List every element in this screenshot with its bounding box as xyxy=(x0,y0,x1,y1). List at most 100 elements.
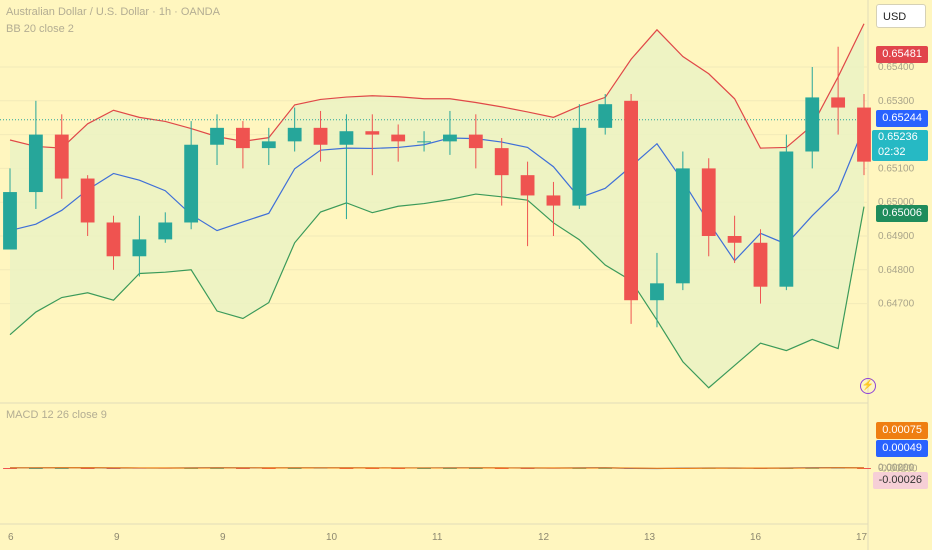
candle-body xyxy=(443,134,457,142)
macd-value-label: 0.00049 xyxy=(876,440,928,457)
lower-band-label: 0.65006 xyxy=(876,205,928,222)
candle xyxy=(701,158,716,257)
macd-histogram-bar xyxy=(80,468,95,469)
price-tick-label: 0.65000 xyxy=(878,197,915,208)
candle xyxy=(831,46,846,135)
candle xyxy=(443,110,457,155)
time-tick-label: 9 xyxy=(114,532,120,543)
macd-tick-label: 0.00200 xyxy=(878,463,915,474)
candle xyxy=(650,252,664,328)
macd-histogram-bar xyxy=(857,468,871,469)
candle-body xyxy=(520,175,535,196)
candle-body xyxy=(365,131,380,135)
candle xyxy=(520,161,535,247)
time-tick-label: 16 xyxy=(750,532,762,543)
candle xyxy=(727,215,742,264)
candle xyxy=(339,114,354,220)
candle xyxy=(857,94,871,176)
candle xyxy=(28,100,43,209)
candle xyxy=(546,181,561,236)
candle-body xyxy=(54,134,69,179)
macd-histogram-bar xyxy=(236,468,250,469)
price-tick-label: 0.65100 xyxy=(878,163,915,174)
candle-body xyxy=(184,144,199,223)
macd-tick-label: 0.00000 xyxy=(878,463,915,474)
time-tick-label: 11 xyxy=(432,532,443,543)
price-tick-label: 0.64900 xyxy=(878,231,915,242)
macd-histogram-bar xyxy=(3,468,17,469)
candle xyxy=(779,134,794,291)
candle-body xyxy=(417,141,431,143)
candle-body xyxy=(106,222,121,257)
candle-body xyxy=(391,134,406,142)
macd-histogram-bar xyxy=(313,467,328,469)
countdown-timer: 02:32 xyxy=(878,146,906,158)
price-tick-label: 0.64700 xyxy=(878,299,915,310)
candle xyxy=(417,131,431,152)
candle-body xyxy=(779,151,794,287)
candle xyxy=(468,114,483,169)
candle-body xyxy=(572,127,587,206)
macd-signal-label: 0.00075 xyxy=(876,422,928,439)
macd-histogram-label: -0.00026 xyxy=(872,472,928,489)
candle-body xyxy=(546,195,561,206)
macd-histogram-bar xyxy=(831,467,846,469)
symbol-title: Australian Dollar / U.S. Dollar · 1h · O… xyxy=(6,6,220,18)
candle-body xyxy=(857,107,871,162)
candle-body xyxy=(313,127,328,145)
candle-body xyxy=(236,127,250,149)
candle xyxy=(3,168,17,250)
lower-band-line xyxy=(9,193,865,389)
candle-body xyxy=(287,127,302,142)
bollinger-title: BB 20 close 2 xyxy=(6,23,74,35)
candle-body xyxy=(28,134,43,193)
candle-body xyxy=(132,239,147,257)
upper-band-line xyxy=(9,23,865,149)
candle xyxy=(313,110,328,162)
candle xyxy=(598,94,613,135)
macd-histogram-bar xyxy=(54,467,69,469)
candle xyxy=(365,114,380,176)
basis-line xyxy=(9,126,865,262)
macd-title: MACD 12 26 close 9 xyxy=(6,409,107,421)
candle-body xyxy=(80,178,95,223)
current-price: 0.65236 xyxy=(878,131,918,143)
time-tick-label: 13 xyxy=(644,532,656,543)
candle-body xyxy=(158,222,173,240)
lightning-icon[interactable]: ⚡ xyxy=(860,378,876,394)
macd-histogram-bar xyxy=(28,467,43,469)
candle xyxy=(624,94,638,324)
candle-body xyxy=(261,141,276,149)
candle xyxy=(132,215,147,277)
candle xyxy=(158,212,173,243)
signal-line xyxy=(9,467,865,469)
candle xyxy=(54,114,69,199)
time-tick-label: 12 xyxy=(538,532,550,543)
candle-body xyxy=(468,134,483,149)
candle xyxy=(494,137,509,206)
candle-body xyxy=(494,148,509,176)
time-tick-label: 6 xyxy=(8,532,14,543)
currency-button[interactable]: USD xyxy=(876,4,926,28)
macd-tick-label: -0.00200 xyxy=(878,463,918,474)
candle xyxy=(236,121,250,169)
candle-body xyxy=(210,127,224,145)
bollinger-band-fill xyxy=(10,23,864,388)
candle xyxy=(391,124,406,162)
upper-band-label: 0.65481 xyxy=(876,46,928,63)
candle xyxy=(675,151,690,291)
price-tick-label: 0.65300 xyxy=(878,96,915,107)
candle xyxy=(805,67,820,169)
candle-body xyxy=(701,168,716,236)
candle-body xyxy=(753,242,768,287)
candle-body xyxy=(675,168,690,284)
candle xyxy=(287,107,302,152)
candle-body xyxy=(727,236,742,243)
candle-body xyxy=(3,192,17,250)
time-tick-label: 17 xyxy=(856,532,868,543)
candle-body xyxy=(831,97,846,108)
candle-body xyxy=(805,97,820,152)
candle-body xyxy=(598,104,613,128)
